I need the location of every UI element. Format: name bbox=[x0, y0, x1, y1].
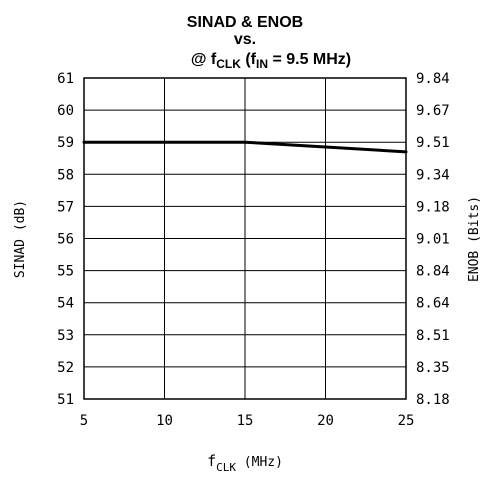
y-left-tick-label: 60 bbox=[57, 103, 74, 119]
y-right-tick-label: 9.18 bbox=[416, 199, 450, 215]
x-tick-label: 15 bbox=[237, 413, 254, 429]
y-right-tick-label: 9.51 bbox=[416, 135, 450, 151]
sinad-data-point bbox=[243, 140, 247, 144]
grid-lines bbox=[83, 77, 407, 400]
chart-title-line-1: SINAD & ENOB bbox=[187, 14, 303, 31]
x-tick-label: 25 bbox=[398, 413, 415, 429]
y-left-tick-label: 57 bbox=[57, 199, 74, 215]
sinad-data-point bbox=[324, 145, 327, 149]
x-label-f: f bbox=[207, 452, 216, 470]
title-mid: (f bbox=[241, 51, 257, 68]
title-prefix: @ f bbox=[191, 51, 217, 68]
y-left-tick-label: 51 bbox=[57, 392, 74, 408]
plot-frame bbox=[83, 77, 407, 400]
y-left-tick-label: 58 bbox=[57, 167, 74, 183]
y-right-tick-label: 8.64 bbox=[416, 296, 450, 312]
y-right-tick-label: 8.35 bbox=[416, 360, 450, 376]
left-tick-labels: 61 60 59 58 57 56 55 54 53 52 51 bbox=[57, 71, 74, 408]
x-tick-label: 10 bbox=[156, 413, 173, 429]
sinad-data-point bbox=[163, 140, 166, 144]
title-sub-in: IN bbox=[256, 57, 268, 71]
y-right-tick-label: 9.67 bbox=[416, 103, 450, 119]
title-suffix: = 9.5 MHz) bbox=[268, 51, 351, 68]
y-right-tick-label: 8.18 bbox=[416, 392, 450, 408]
y-left-tick-label: 61 bbox=[57, 71, 74, 87]
y-right-tick-label: 8.51 bbox=[416, 328, 450, 344]
sinad-data-point bbox=[404, 150, 408, 154]
x-label-rest: (MHz) bbox=[236, 455, 283, 470]
y-right-tick-label: 9.01 bbox=[416, 232, 450, 248]
y-left-tick-label: 54 bbox=[57, 296, 74, 312]
y-right-tick-label: 8.84 bbox=[416, 264, 450, 280]
y-left-tick-label: 55 bbox=[57, 264, 74, 280]
y-axis-left-label: SINAD (dB) bbox=[13, 200, 28, 278]
y-left-tick-label: 53 bbox=[57, 328, 74, 344]
x-label-sub: CLK bbox=[216, 461, 236, 474]
sinad-data-point bbox=[82, 140, 86, 144]
y-right-tick-label: 9.34 bbox=[416, 167, 450, 183]
title-sub-clk: CLK bbox=[216, 57, 241, 71]
chart-title-line-2: vs. bbox=[234, 31, 256, 48]
y-left-tick-label: 56 bbox=[57, 232, 74, 248]
y-left-tick-label: 52 bbox=[57, 360, 74, 376]
x-tick-label: 20 bbox=[317, 413, 334, 429]
right-tick-labels: 9.84 9.67 9.51 9.34 9.18 9.01 8.84 8.64 8.51 8.35… bbox=[416, 71, 450, 408]
x-axis-label: fCLK (MHz) bbox=[207, 452, 283, 474]
data-series bbox=[82, 140, 408, 154]
y-right-tick-label: 9.84 bbox=[416, 71, 450, 87]
chart-title-line-3: @ fCLK (fIN = 9.5 MHz) bbox=[191, 51, 351, 71]
x-tick-label: 5 bbox=[80, 413, 88, 429]
x-tick-labels: 5 10 15 20 25 bbox=[80, 413, 415, 429]
y-left-tick-label: 59 bbox=[57, 135, 74, 151]
y-axis-right-label: ENOB (Bits) bbox=[467, 196, 482, 282]
